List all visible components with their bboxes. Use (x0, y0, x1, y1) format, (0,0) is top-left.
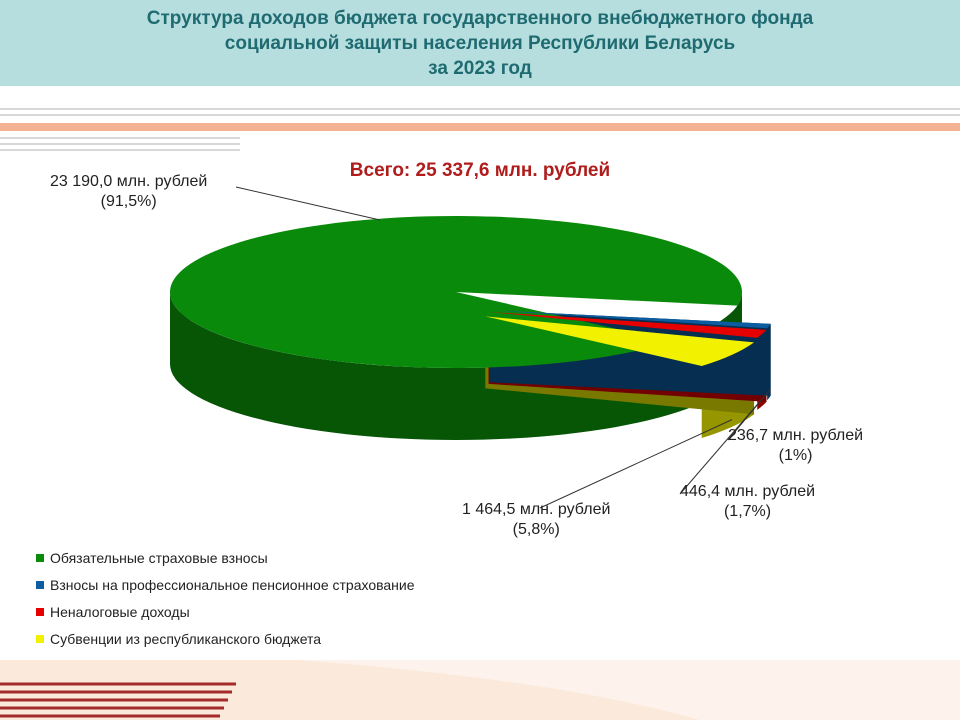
pie-slice-3 (485, 316, 755, 367)
pie-slice-2 (488, 311, 767, 338)
leader-line-2 (679, 398, 763, 495)
title-line-2: социальной защиты населения Республики Б… (224, 33, 736, 54)
leader-line-3 (539, 419, 733, 509)
data-label-3-value: 1 464,5 млн. рублей (462, 501, 611, 518)
data-label-1-value: 236,7 млн. рублей (728, 427, 864, 444)
data-label-2: 446,4 млн. рублей (1,7%) (680, 482, 815, 522)
legend-swatch (36, 634, 44, 643)
data-label-1-percent: (1%) (778, 447, 813, 464)
data-label-3-percent: (5,8%) (512, 521, 560, 538)
chart-legend: Обязательные страховые взносы Взносы на … (36, 544, 415, 652)
legend-label: Субвенции из республиканского бюджета (50, 630, 322, 647)
title-line-1: Структура доходов бюджета государственно… (146, 8, 814, 29)
legend-swatch (36, 553, 44, 562)
legend-swatch (36, 607, 44, 616)
data-label-0: 23 190,0 млн. рублей (91,5%) (50, 172, 207, 212)
data-label-2-percent: (1,7%) (723, 503, 772, 520)
header-banner: Структура доходов бюджета государственно… (0, 0, 960, 86)
pie-slice-side-0 (170, 292, 742, 440)
legend-item-0: Обязательные страховые взносы (36, 544, 415, 571)
footer-decoration (0, 660, 960, 720)
legend-label: Взносы на профессиональное пенсионное ст… (50, 576, 415, 593)
legend-item-3: Субвенции из республиканского бюджета (36, 625, 415, 652)
data-label-2-value: 446,4 млн. рублей (680, 483, 816, 500)
decorative-stripes (0, 108, 960, 151)
title-line-3: за 2023 год (428, 58, 532, 79)
legend-swatch (36, 580, 44, 589)
data-label-0-percent: (91,5%) (100, 193, 157, 210)
page-title: Структура доходов бюджета государственно… (0, 0, 960, 81)
legend-label: Обязательные страховые взносы (50, 549, 268, 566)
data-label-3: 1 464,5 млн. рублей (5,8%) (462, 500, 610, 540)
legend-label: Неналоговые доходы (50, 603, 190, 620)
chart-total: Всего: 25 337,6 млн. рублей (349, 160, 611, 181)
legend-item-2: Неналоговые доходы (36, 598, 415, 625)
leader-line-0 (235, 186, 381, 221)
data-label-0-value: 23 190,0 млн. рублей (50, 173, 208, 190)
pie-slice-1 (489, 310, 771, 329)
legend-item-1: Взносы на профессиональное пенсионное ст… (36, 571, 415, 598)
data-label-1: 236,7 млн. рублей (1%) (728, 426, 863, 466)
